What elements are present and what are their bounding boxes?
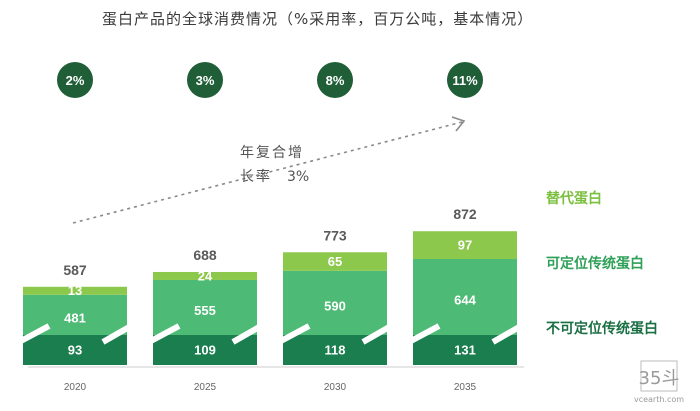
bar-label-alternative-2035: 97 — [458, 238, 472, 253]
bar-label-nonaddressable-2035: 131 — [454, 342, 476, 357]
bar-label-addressable-2035: 644 — [454, 292, 476, 307]
adoption-rate-2035: 11% — [452, 73, 478, 88]
bar-segment-addressable-2030 — [283, 270, 387, 335]
axis-break-mark-2020 — [17, 323, 51, 345]
bar-label-addressable-2020: 481 — [64, 310, 86, 325]
x-tick-label-2025: 2025 — [194, 382, 217, 393]
legend-nonaddressable: 不可定位传统蛋白 — [546, 320, 658, 337]
x-tick-label-2035: 2035 — [454, 382, 477, 393]
x-tick-label-2020: 2020 — [64, 382, 87, 393]
bar-label-alternative-2030: 65 — [328, 254, 342, 269]
axis-break-mark-right-2030 — [361, 323, 393, 345]
bar-label-alternative-2020: 13 — [68, 283, 82, 298]
bar-total-2025: 688 — [193, 247, 217, 263]
x-tick-label-2030: 2030 — [324, 382, 347, 393]
axis-break-mark-2025 — [147, 323, 181, 345]
bar-segment-alternative-2020 — [23, 286, 127, 295]
bar-total-2035: 872 — [453, 206, 477, 222]
watermark-logo-box — [640, 360, 678, 392]
axis-break-mark-right-2025 — [231, 323, 263, 345]
adoption-badge-2020 — [57, 62, 93, 98]
adoption-badge-2035 — [447, 62, 483, 98]
axis-break-mark-right-2020 — [101, 323, 133, 345]
axis-break-mark-2035 — [407, 323, 441, 345]
bar-label-nonaddressable-2020: 93 — [68, 342, 82, 357]
bar-label-addressable-2030: 590 — [324, 298, 346, 313]
adoption-badge-2025 — [187, 62, 223, 98]
bar-segment-alternative-2035 — [413, 231, 517, 259]
bar-label-addressable-2025: 555 — [194, 303, 216, 318]
x-axis-ticks: 2020 2025 2030 2035 — [64, 382, 477, 393]
bar-segment-addressable-2025 — [153, 279, 257, 335]
watermark-url: vcearth.com — [634, 395, 684, 404]
adoption-badge-2030 — [317, 62, 353, 98]
axis-break-mark-2030 — [277, 323, 311, 345]
legend-alternative: 替代蛋白 — [546, 190, 602, 207]
axis-break-mark-right-2035 — [491, 323, 523, 345]
adoption-rate-2025: 3% — [196, 73, 215, 88]
bars: 93 481 13 587 109 555 24 688 118 590 65 773 131 644 97… — [17, 206, 523, 365]
cagr-annotation: 年复合增 长率 3% — [72, 116, 466, 224]
legend-addressable: 可定位传统蛋白 — [546, 255, 644, 272]
chart-title: 蛋白产品的全球消费情况（%采用率，百万公吨，基本情况） — [102, 10, 534, 28]
adoption-rate-2030: 8% — [326, 73, 345, 88]
bar-segment-alternative-2030 — [283, 252, 387, 271]
bar-total-2020: 587 — [63, 262, 87, 278]
bar-label-nonaddressable-2030: 118 — [325, 342, 346, 357]
cagr-value: 3% — [287, 169, 309, 185]
bar-label-nonaddressable-2025: 109 — [194, 342, 216, 357]
cagr-label-line2: 长率 — [240, 168, 272, 185]
bar-label-alternative-2025: 24 — [198, 268, 213, 283]
watermark-logo: 35斗 — [639, 368, 680, 389]
watermark: 35斗 vcearth.com — [634, 360, 684, 404]
cagr-label-line1: 年复合增 — [240, 144, 304, 161]
bar-segment-addressable-2035 — [413, 258, 517, 335]
bar-segment-alternative-2025 — [153, 271, 257, 280]
adoption-rate-2020: 2% — [66, 73, 85, 88]
cagr-arrow-head — [451, 116, 466, 132]
bar-total-2030: 773 — [323, 227, 347, 243]
adoption-badges: 2% 3% 8% 11% — [57, 62, 483, 98]
